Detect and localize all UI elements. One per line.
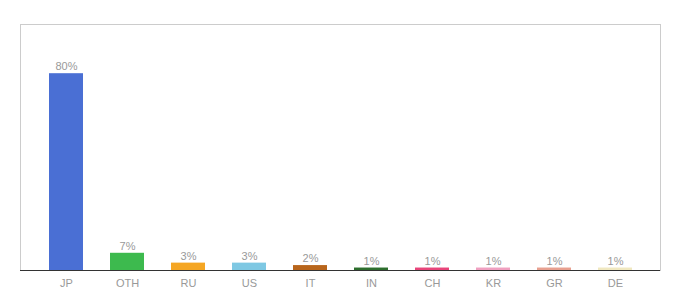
- svg-text:RU: RU: [181, 277, 197, 289]
- svg-text:KR: KR: [486, 277, 501, 289]
- svg-text:1%: 1%: [364, 255, 380, 267]
- svg-text:1%: 1%: [608, 255, 624, 267]
- svg-text:GR: GR: [546, 277, 563, 289]
- svg-text:CH: CH: [425, 277, 441, 289]
- svg-text:IN: IN: [366, 277, 377, 289]
- svg-text:US: US: [242, 277, 257, 289]
- svg-text:JP: JP: [60, 277, 73, 289]
- svg-text:3%: 3%: [242, 250, 258, 262]
- svg-text:OTH: OTH: [116, 277, 139, 289]
- svg-text:DE: DE: [608, 277, 623, 289]
- svg-text:1%: 1%: [425, 255, 441, 267]
- svg-text:80%: 80%: [55, 60, 77, 72]
- svg-text:2%: 2%: [303, 252, 319, 264]
- svg-text:7%: 7%: [120, 240, 136, 252]
- svg-text:3%: 3%: [181, 250, 197, 262]
- svg-text:1%: 1%: [547, 255, 563, 267]
- svg-text:IT: IT: [306, 277, 316, 289]
- svg-text:1%: 1%: [486, 255, 502, 267]
